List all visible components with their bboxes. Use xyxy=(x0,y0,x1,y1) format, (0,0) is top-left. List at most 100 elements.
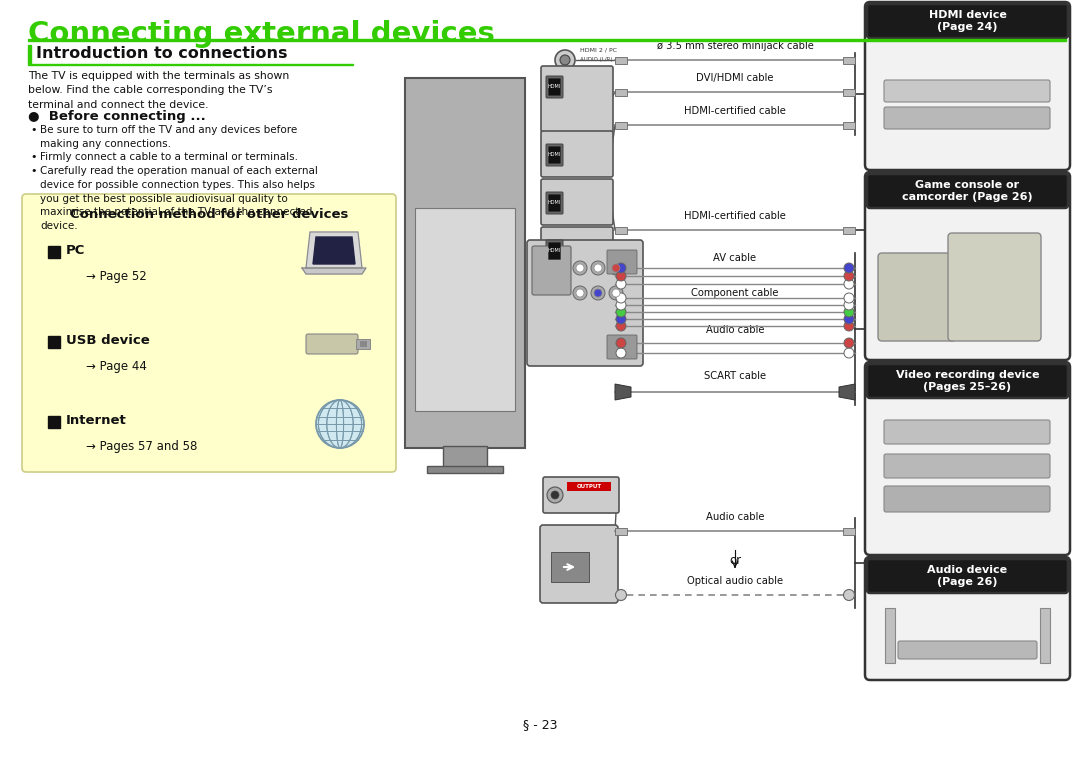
Text: AUDIO (L/R): AUDIO (L/R) xyxy=(570,504,599,508)
Polygon shape xyxy=(302,268,366,274)
Text: AUDIO: AUDIO xyxy=(579,588,596,593)
Circle shape xyxy=(591,261,605,275)
Circle shape xyxy=(616,590,626,600)
FancyBboxPatch shape xyxy=(865,2,1070,170)
Circle shape xyxy=(616,271,626,281)
Text: PC: PC xyxy=(66,243,85,256)
Polygon shape xyxy=(405,78,525,448)
FancyBboxPatch shape xyxy=(867,559,1068,593)
Bar xyxy=(48,336,60,348)
Bar xyxy=(48,246,60,258)
Bar xyxy=(843,56,855,63)
Text: or: or xyxy=(729,553,741,566)
FancyBboxPatch shape xyxy=(885,454,1050,478)
Circle shape xyxy=(555,50,575,70)
Bar xyxy=(843,89,855,95)
FancyBboxPatch shape xyxy=(546,240,563,262)
Text: USB device: USB device xyxy=(66,333,150,346)
Text: Internet: Internet xyxy=(66,414,126,427)
Bar xyxy=(427,466,503,473)
Circle shape xyxy=(609,261,623,275)
Text: HDMI-certified cable: HDMI-certified cable xyxy=(684,211,786,221)
Circle shape xyxy=(843,300,854,310)
FancyBboxPatch shape xyxy=(865,557,1070,680)
Bar xyxy=(1040,608,1050,663)
FancyBboxPatch shape xyxy=(546,144,563,166)
FancyBboxPatch shape xyxy=(22,194,396,472)
Bar xyxy=(28,63,353,65)
Text: TV: TV xyxy=(570,497,577,501)
Bar xyxy=(356,339,370,349)
Circle shape xyxy=(591,286,605,300)
Text: Optical audio cable: Optical audio cable xyxy=(687,576,783,586)
FancyBboxPatch shape xyxy=(541,179,613,225)
Text: HDMI 3: HDMI 3 xyxy=(561,185,581,190)
Bar xyxy=(843,121,855,128)
Bar xyxy=(28,38,1066,41)
Text: Pr/Cr: Pr/Cr xyxy=(573,356,586,361)
Circle shape xyxy=(573,286,588,300)
Polygon shape xyxy=(313,237,355,264)
FancyBboxPatch shape xyxy=(867,4,1068,38)
FancyBboxPatch shape xyxy=(549,146,561,163)
Text: HDMI: HDMI xyxy=(548,153,561,157)
Text: HDMI-certified cable: HDMI-certified cable xyxy=(684,106,786,116)
Text: Connecting external devices: Connecting external devices xyxy=(28,20,495,48)
Circle shape xyxy=(843,314,854,324)
Text: HDMI 4: HDMI 4 xyxy=(561,233,581,238)
Text: Component cable: Component cable xyxy=(691,288,779,298)
Text: Carefully read the operation manual of each external
device for possible connect: Carefully read the operation manual of e… xyxy=(40,166,318,230)
Circle shape xyxy=(616,300,626,310)
FancyBboxPatch shape xyxy=(541,227,613,273)
Circle shape xyxy=(616,307,626,317)
Circle shape xyxy=(843,271,854,281)
Polygon shape xyxy=(306,232,362,268)
Circle shape xyxy=(316,400,364,448)
Bar xyxy=(843,527,855,535)
Circle shape xyxy=(843,293,854,303)
Circle shape xyxy=(616,314,626,324)
Text: ø 3.5 mm stereo minijack cable: ø 3.5 mm stereo minijack cable xyxy=(657,41,813,51)
Circle shape xyxy=(616,348,626,358)
FancyBboxPatch shape xyxy=(885,486,1050,512)
Polygon shape xyxy=(615,384,631,400)
Text: Audio cable: Audio cable xyxy=(705,325,765,335)
FancyBboxPatch shape xyxy=(885,80,1050,102)
Text: AUDIO (L/R): AUDIO (L/R) xyxy=(580,57,612,63)
Text: HDMI: HDMI xyxy=(548,85,561,89)
Circle shape xyxy=(616,338,626,348)
Text: OUTPUT: OUTPUT xyxy=(577,484,602,489)
FancyBboxPatch shape xyxy=(306,334,357,354)
FancyBboxPatch shape xyxy=(878,253,956,341)
Text: → Pages 57 and 58: → Pages 57 and 58 xyxy=(86,440,198,453)
FancyBboxPatch shape xyxy=(865,172,1070,360)
Text: EXT 3: EXT 3 xyxy=(612,307,627,312)
Circle shape xyxy=(551,491,559,499)
FancyBboxPatch shape xyxy=(607,335,637,359)
FancyBboxPatch shape xyxy=(543,477,619,513)
FancyBboxPatch shape xyxy=(546,76,563,98)
Circle shape xyxy=(612,289,620,297)
Text: → Page 44: → Page 44 xyxy=(86,360,147,373)
Text: EXT 1: EXT 1 xyxy=(540,247,555,252)
Bar xyxy=(615,227,627,233)
FancyBboxPatch shape xyxy=(549,243,561,259)
FancyBboxPatch shape xyxy=(541,66,613,132)
Text: Be sure to turn off the TV and any devices before
making any connections.: Be sure to turn off the TV and any devic… xyxy=(40,125,297,149)
FancyBboxPatch shape xyxy=(885,420,1050,444)
Text: Audio device
(Page 26): Audio device (Page 26) xyxy=(928,565,1008,588)
Bar xyxy=(551,552,589,582)
Text: HDMI: HDMI xyxy=(548,201,561,205)
Text: •: • xyxy=(30,166,37,176)
FancyBboxPatch shape xyxy=(867,364,1068,398)
Text: § - 23: § - 23 xyxy=(523,718,557,731)
Text: HDMI: HDMI xyxy=(548,249,561,253)
Text: •: • xyxy=(30,125,37,135)
Text: Y: Y xyxy=(615,356,618,361)
Text: EXT 2: EXT 2 xyxy=(612,247,627,252)
Circle shape xyxy=(843,307,854,317)
Text: Video recording device
(Pages 25–26): Video recording device (Pages 25–26) xyxy=(895,370,1039,392)
Circle shape xyxy=(843,348,854,358)
Circle shape xyxy=(546,487,563,503)
Text: •: • xyxy=(30,152,37,162)
